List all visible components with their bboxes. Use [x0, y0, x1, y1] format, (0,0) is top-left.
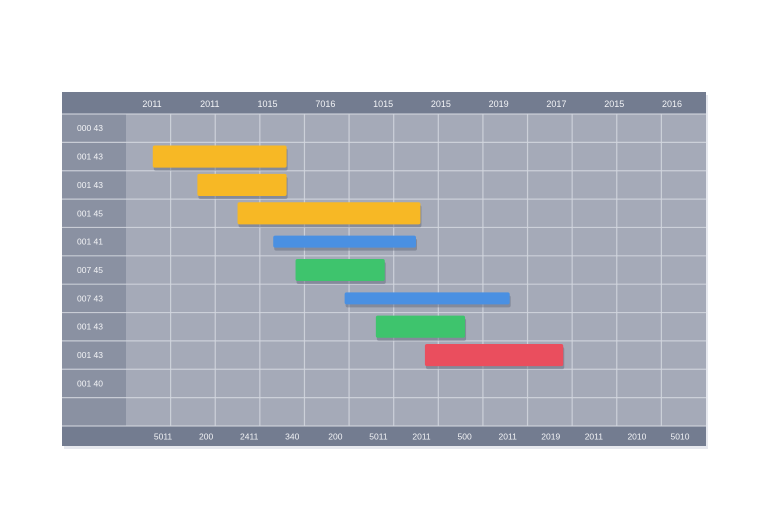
top-axis-label: 7016: [315, 99, 335, 109]
top-axis-label: 1015: [258, 99, 278, 109]
row-label: 001 41: [77, 237, 103, 247]
bottom-axis-label: 2011: [499, 432, 518, 442]
bottom-axis-label: 5011: [154, 432, 173, 442]
bottom-axis-label: 5011: [369, 432, 388, 442]
task-bar: [375, 315, 466, 338]
header-band: [62, 92, 706, 114]
row-label: 001 45: [77, 208, 103, 218]
row-label: 001 43: [77, 350, 103, 360]
task-bar: [273, 235, 416, 248]
top-axis-label: 2019: [489, 99, 509, 109]
row-label: 001 43: [77, 322, 103, 332]
task-bar: [237, 202, 421, 225]
row-label: 000 43: [77, 123, 103, 133]
bottom-axis-label: 5010: [671, 432, 690, 442]
bottom-axis-label: 2011: [412, 432, 431, 442]
bottom-axis-label: 200: [199, 432, 213, 442]
footer-band: [62, 426, 706, 446]
bottom-axis-label: 200: [328, 432, 342, 442]
task-bar: [424, 344, 564, 367]
top-axis-label: 2011: [200, 99, 219, 109]
row-label: 001 40: [77, 378, 103, 388]
bottom-axis-label: 2019: [541, 432, 560, 442]
row-label: 007 43: [77, 293, 103, 303]
bottom-axis-label: 2411: [240, 432, 259, 442]
bottom-axis-label: 340: [285, 432, 299, 442]
task-bar: [295, 258, 385, 282]
top-axis-label: 2011: [142, 99, 161, 109]
task-bar: [197, 173, 287, 196]
top-axis-label: 2016: [662, 99, 682, 109]
task-bar: [152, 145, 287, 168]
row-label: 001 43: [77, 180, 103, 190]
row-label-column: [62, 114, 126, 426]
row-label: 001 43: [77, 152, 103, 162]
row-label: 007 45: [77, 265, 103, 275]
bottom-axis-label: 500: [457, 432, 471, 442]
top-axis-label: 1015: [373, 99, 393, 109]
bottom-axis-label: 2011: [585, 432, 604, 442]
task-bar: [344, 292, 510, 305]
top-axis-label: 2015: [604, 99, 624, 109]
top-axis-label: 2015: [431, 99, 451, 109]
top-axis-label: 2017: [546, 99, 566, 109]
bottom-axis-label: 2010: [627, 432, 646, 442]
